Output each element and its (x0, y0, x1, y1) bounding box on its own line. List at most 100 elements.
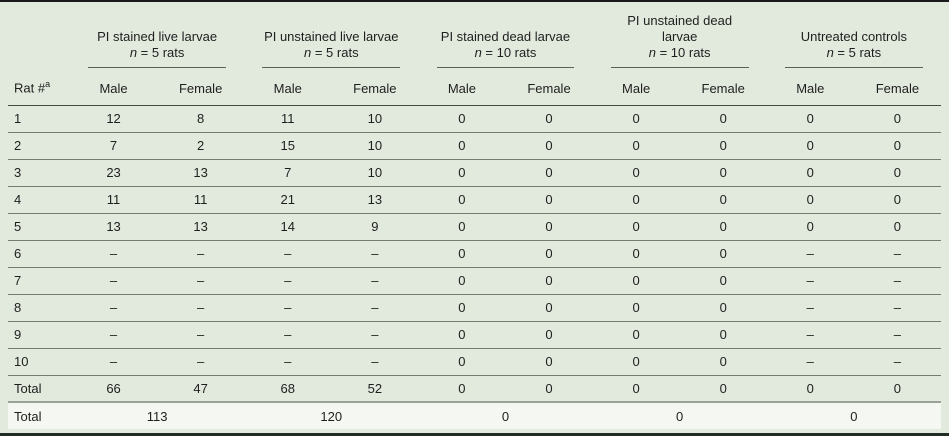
row-label: Total (8, 374, 70, 402)
table-cell: 0 (719, 111, 727, 126)
female-header: Female (331, 69, 419, 106)
group-n-label: n = 10 rats (648, 45, 711, 60)
table-cell: 0 (592, 131, 680, 159)
table-cell: 0 (505, 131, 593, 159)
table-cell: 0 (592, 239, 680, 267)
table-cell: 0 (853, 131, 941, 159)
table-cell: 0 (679, 266, 767, 294)
table-cell: – (157, 239, 245, 267)
table-cell: – (331, 266, 419, 294)
row-label: 1 (14, 111, 22, 126)
table-cell: – (70, 320, 158, 348)
table-cell: – (244, 293, 332, 321)
table-cell: 10 (367, 111, 383, 126)
table-cell: – (766, 293, 854, 321)
table-cell: 47 (157, 374, 245, 402)
table-cell: 0 (505, 266, 593, 294)
table-cell: 0 (592, 212, 680, 240)
table-cell: 0 (632, 111, 640, 126)
table-cell: 14 (244, 212, 332, 240)
table-cell: – (853, 266, 941, 294)
row-label: 4 (8, 185, 70, 213)
table-cell: 9 (331, 212, 419, 240)
table-cell: 0 (418, 158, 506, 186)
row-label: 7 (8, 266, 70, 294)
table-cell: – (244, 239, 332, 267)
table-row: 7 – – – –0 0 0 0– – (8, 266, 941, 294)
table-cell: 0 (545, 111, 553, 126)
table-cell: 0 (853, 185, 941, 213)
group-header-block: PI unstained dead larvae n = 10 rats (610, 10, 749, 68)
table-cell: – (766, 320, 854, 348)
table-cell: 0 (806, 111, 814, 126)
group-header-block: PI stained dead larvae n = 10 rats (436, 10, 575, 68)
male-header: Male (592, 69, 680, 106)
row-label: 9 (8, 320, 70, 348)
table-cell: 11 (157, 185, 245, 213)
table-cell: 0 (418, 374, 506, 402)
table-cell: 21 (244, 185, 332, 213)
table-cell: 0 (893, 111, 902, 126)
table-cell: 0 (766, 185, 854, 213)
female-header: Female (853, 69, 941, 106)
group-header-pi-stained-dead: PI stained dead larvae n = 10 rats (418, 2, 592, 69)
group-header-pi-stained-live: PI stained live larvae n = 5 rats (70, 2, 244, 69)
grand-total-cell: 0 (418, 401, 593, 429)
group-title: PI unstained dead larvae (627, 13, 733, 44)
table-cell: – (157, 266, 245, 294)
table-cell: 0 (592, 158, 680, 186)
table-row: 10 – – – –0 0 0 0– – (8, 347, 941, 375)
table-cell: – (766, 239, 854, 267)
table-cell: 0 (679, 239, 767, 267)
table-cell: 0 (679, 347, 767, 375)
table-cell: 0 (592, 266, 680, 294)
table-cell: 0 (418, 212, 506, 240)
table-cell: 0 (505, 158, 593, 186)
row-label: 2 (8, 131, 70, 159)
group-header-block: Untreated controls n = 5 rats (784, 10, 923, 68)
table-cell: 0 (505, 212, 593, 240)
table-cell: 15 (244, 131, 332, 159)
table-body: 1 12 8 11 10 0 0 0 0 0 0 2 7 2 15 10 0 0 0 0 0 0 3 23 13 7 10… (8, 105, 941, 402)
table-cell: 66 (70, 374, 158, 402)
table-row: 8 – – – –0 0 0 0– – (8, 293, 941, 321)
table-cell: 68 (244, 374, 332, 402)
table-cell: – (244, 347, 332, 375)
table-cell: 10 (331, 158, 419, 186)
table-cell: 0 (505, 374, 593, 402)
table-cell: 7 (70, 131, 158, 159)
table-cell: 0 (505, 293, 593, 321)
table-cell: 0 (418, 293, 506, 321)
footnote-marker: a (45, 79, 51, 90)
table-cell: 0 (679, 131, 767, 159)
table-row: 6 – – – –0 0 0 0– – (8, 239, 941, 267)
table-cell: 0 (766, 131, 854, 159)
group-header-block: PI unstained live larvae n = 5 rats (262, 10, 401, 68)
table-cell: 11 (70, 185, 158, 213)
group-header-untreated-controls: Untreated controls n = 5 rats (767, 2, 941, 69)
table-row: 1 12 8 11 10 0 0 0 0 0 0 (8, 105, 941, 132)
table-cell: 0 (505, 239, 593, 267)
table-cell: 0 (418, 320, 506, 348)
table-cell: – (70, 266, 158, 294)
row-label: 8 (8, 293, 70, 321)
grand-total-cell: 0 (766, 401, 941, 429)
group-n-label: n = 10 rats (474, 45, 537, 60)
table-cell: 0 (418, 347, 506, 375)
table-cell: – (331, 347, 419, 375)
table-cell: 10 (331, 131, 419, 159)
sex-header-row: Male Female Male Female Male Female Male… (8, 69, 941, 106)
table-row: 4 11 11 21 13 0 0 0 0 0 0 (8, 185, 941, 213)
table-row: 5 13 13 14 9 0 0 0 0 0 0 (8, 212, 941, 240)
male-header: Male (244, 69, 332, 106)
female-header: Female (679, 69, 767, 106)
table-cell: 0 (418, 239, 506, 267)
table-cell: – (157, 347, 245, 375)
group-n-label: n = 5 rats (304, 45, 359, 60)
female-header: Female (505, 69, 593, 106)
table-cell: – (853, 320, 941, 348)
table-cell: 13 (70, 212, 158, 240)
row-label: 6 (8, 239, 70, 267)
table-cell: 23 (70, 158, 158, 186)
table-cell: 8 (197, 111, 205, 126)
